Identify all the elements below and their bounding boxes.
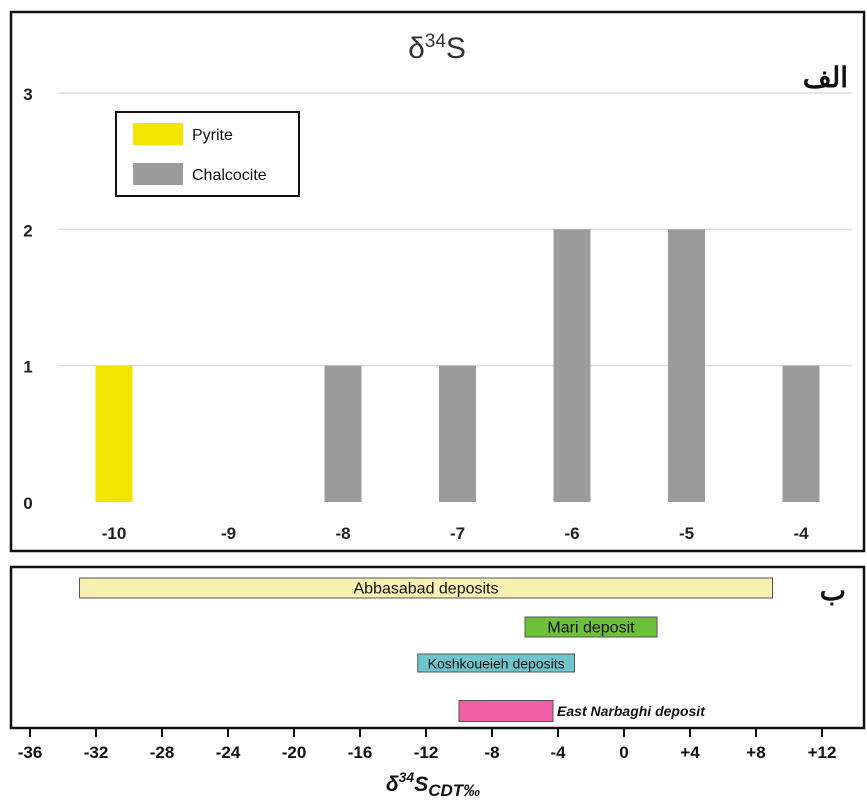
title-base: δ bbox=[408, 32, 425, 65]
xlabel-main: S bbox=[414, 773, 428, 796]
x-tick-label: -7 bbox=[450, 524, 465, 543]
legend-swatch-chalcocite bbox=[133, 163, 183, 185]
x-tick-label: -4 bbox=[550, 743, 566, 762]
range-label-abbasabad-deposits: Abbasabad deposits bbox=[354, 581, 499, 598]
range-label-mari-deposit: Mari deposit bbox=[547, 620, 635, 637]
range-bar-koshkoueieh-deposits bbox=[417, 653, 575, 673]
x-tick-label: -8 bbox=[484, 743, 499, 762]
legend-label-pyrite: Pyrite bbox=[192, 127, 233, 144]
bar-chalcocite-8 bbox=[324, 365, 362, 502]
xlabel-base: δ bbox=[386, 773, 399, 796]
panel-b-label: ب bbox=[820, 575, 846, 606]
range-bar-mari-deposit bbox=[524, 616, 658, 638]
x-tick-label: -16 bbox=[348, 743, 373, 762]
x-tick-label: -36 bbox=[18, 743, 43, 762]
panel-a-y-tick-labels: 0 1 2 3 bbox=[23, 85, 32, 513]
bar-chalcocite-4 bbox=[782, 365, 820, 502]
x-tick-label: -4 bbox=[793, 524, 809, 543]
x-tick-label: +4 bbox=[680, 743, 700, 762]
bar-chalcocite-5 bbox=[668, 229, 705, 503]
legend-swatch-pyrite bbox=[133, 123, 183, 145]
panel-a-title: δ34S bbox=[408, 31, 466, 65]
x-tick-label: 0 bbox=[619, 743, 628, 762]
y-tick-label: 2 bbox=[23, 221, 32, 240]
bar-chalcocite-6 bbox=[553, 229, 591, 503]
range-label-koshkoueieh-deposits: Koshkoueieh deposits bbox=[428, 656, 565, 672]
panel-b-x-axis: -36 -32 -28 -24 -20 -16 -12 -8 -4 0 +4 +8 +12 bbox=[18, 728, 837, 762]
y-tick-label: 0 bbox=[23, 494, 32, 513]
x-tick-label: -5 bbox=[679, 524, 694, 543]
bar-chalcocite-7 bbox=[439, 365, 476, 502]
x-tick-label: -9 bbox=[221, 524, 236, 543]
x-tick-label: +8 bbox=[746, 743, 765, 762]
panel-a-label: الف bbox=[803, 62, 848, 93]
x-tick-label: -12 bbox=[414, 743, 439, 762]
x-tick-label: -28 bbox=[150, 743, 175, 762]
panel-b-frame bbox=[9, 565, 866, 730]
y-tick-label: 1 bbox=[23, 358, 32, 377]
range-bar-abbasabad-deposits bbox=[79, 577, 773, 599]
range-label-east-narbaghi-deposit: East Narbaghi deposit bbox=[557, 703, 706, 719]
bar-pyrite-10 bbox=[95, 365, 133, 502]
panel-a-bars bbox=[95, 229, 820, 503]
xlabel-unit: ‰ bbox=[463, 781, 480, 800]
panel-a-frame bbox=[9, 10, 866, 553]
x-tick-label: -20 bbox=[282, 743, 307, 762]
panel-b-x-axis-label: δ34SCDT‰ bbox=[386, 769, 480, 800]
range-bar-east-narbaghi-deposit bbox=[458, 700, 554, 722]
x-tick-label: +12 bbox=[808, 743, 837, 762]
legend: Pyrite Chalcocite bbox=[115, 111, 300, 197]
title-tail: S bbox=[446, 32, 466, 65]
y-tick-label: 3 bbox=[23, 85, 32, 104]
xlabel-sub: CDT bbox=[428, 781, 465, 800]
x-tick-label: -10 bbox=[102, 524, 127, 543]
x-tick-label: -8 bbox=[335, 524, 350, 543]
panel-b-ranges: Abbasabad deposits Mari deposit Koshkoueie… bbox=[79, 577, 773, 722]
title-sup: 34 bbox=[425, 31, 447, 52]
x-tick-label: -24 bbox=[216, 743, 241, 762]
x-tick-label: -6 bbox=[564, 524, 579, 543]
panel-a-x-tick-labels: -10 -9 -8 -7 -6 -5 -4 bbox=[102, 524, 809, 543]
x-tick-label: -32 bbox=[84, 743, 109, 762]
xlabel-sup: 34 bbox=[399, 769, 415, 785]
legend-label-chalcocite: Chalcocite bbox=[192, 167, 267, 184]
